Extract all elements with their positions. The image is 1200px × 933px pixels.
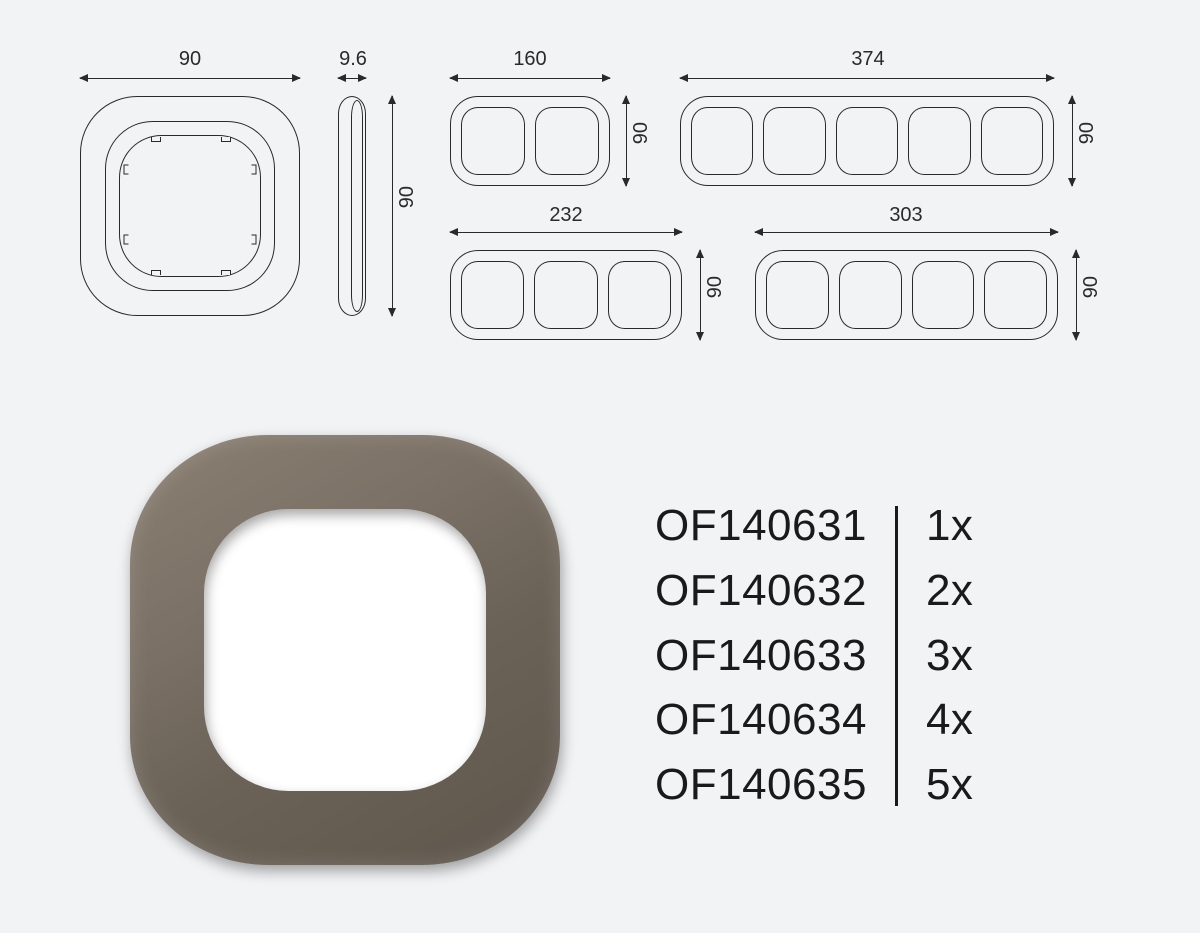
dim-label-g3-height: 90: [704, 276, 727, 298]
dim-label-g2-width: 160: [510, 48, 550, 71]
dim-line-g2-height: [626, 96, 627, 186]
dim-line-depth: [338, 78, 366, 79]
dim-line-single-height: [392, 96, 393, 316]
dim-label-depth: 9.6: [332, 48, 374, 71]
dim-line-g2-width: [450, 78, 610, 79]
technical-diagram-area: 90 9.6 90 160 90 374 90 232: [0, 0, 1200, 400]
dim-label-g4-width: 303: [886, 204, 926, 227]
dim-label-g3-width: 232: [546, 204, 586, 227]
frame-profile-outline: [338, 96, 366, 316]
sku-codes-column: OF140631 OF140632 OF140633 OF140634 OF14…: [655, 500, 867, 812]
sku-qty: 2x: [926, 565, 973, 618]
frame-5gang-outline: [680, 96, 1054, 186]
dim-label-single-width: 90: [170, 48, 210, 71]
frame-1gang-inner2: [119, 135, 261, 277]
product-cutout: [204, 509, 486, 791]
dim-label-g4-height: 90: [1080, 276, 1103, 298]
dim-line-single-width: [80, 78, 300, 79]
dim-line-g4-height: [1076, 250, 1077, 340]
dim-line-g3-height: [700, 250, 701, 340]
dim-label-single-height: 90: [396, 186, 419, 208]
sku-code: OF140635: [655, 759, 867, 812]
sku-code: OF140632: [655, 565, 867, 618]
dim-label-g2-height: 90: [630, 122, 653, 144]
frame-2gang-outline: [450, 96, 610, 186]
sku-table: OF140631 OF140632 OF140633 OF140634 OF14…: [655, 500, 973, 812]
sku-code: OF140631: [655, 500, 867, 553]
sku-qty-column: 1x 2x 3x 4x 5x: [926, 500, 973, 812]
dim-line-g5-width: [680, 78, 1054, 79]
sku-qty: 1x: [926, 500, 973, 553]
sku-code: OF140633: [655, 630, 867, 683]
dim-line-g5-height: [1072, 96, 1073, 186]
frame-4gang-outline: [755, 250, 1058, 340]
sku-qty: 4x: [926, 694, 973, 747]
sku-divider: [895, 506, 898, 806]
frame-1gang-outline: [80, 96, 300, 316]
dim-label-g5-height: 90: [1076, 122, 1099, 144]
sku-qty: 5x: [926, 759, 973, 812]
product-render: [130, 435, 560, 865]
sku-qty: 3x: [926, 630, 973, 683]
frame-3gang-outline: [450, 250, 682, 340]
sku-code: OF140634: [655, 694, 867, 747]
dim-line-g3-width: [450, 232, 682, 233]
dim-label-g5-width: 374: [848, 48, 888, 71]
dim-line-g4-width: [755, 232, 1058, 233]
